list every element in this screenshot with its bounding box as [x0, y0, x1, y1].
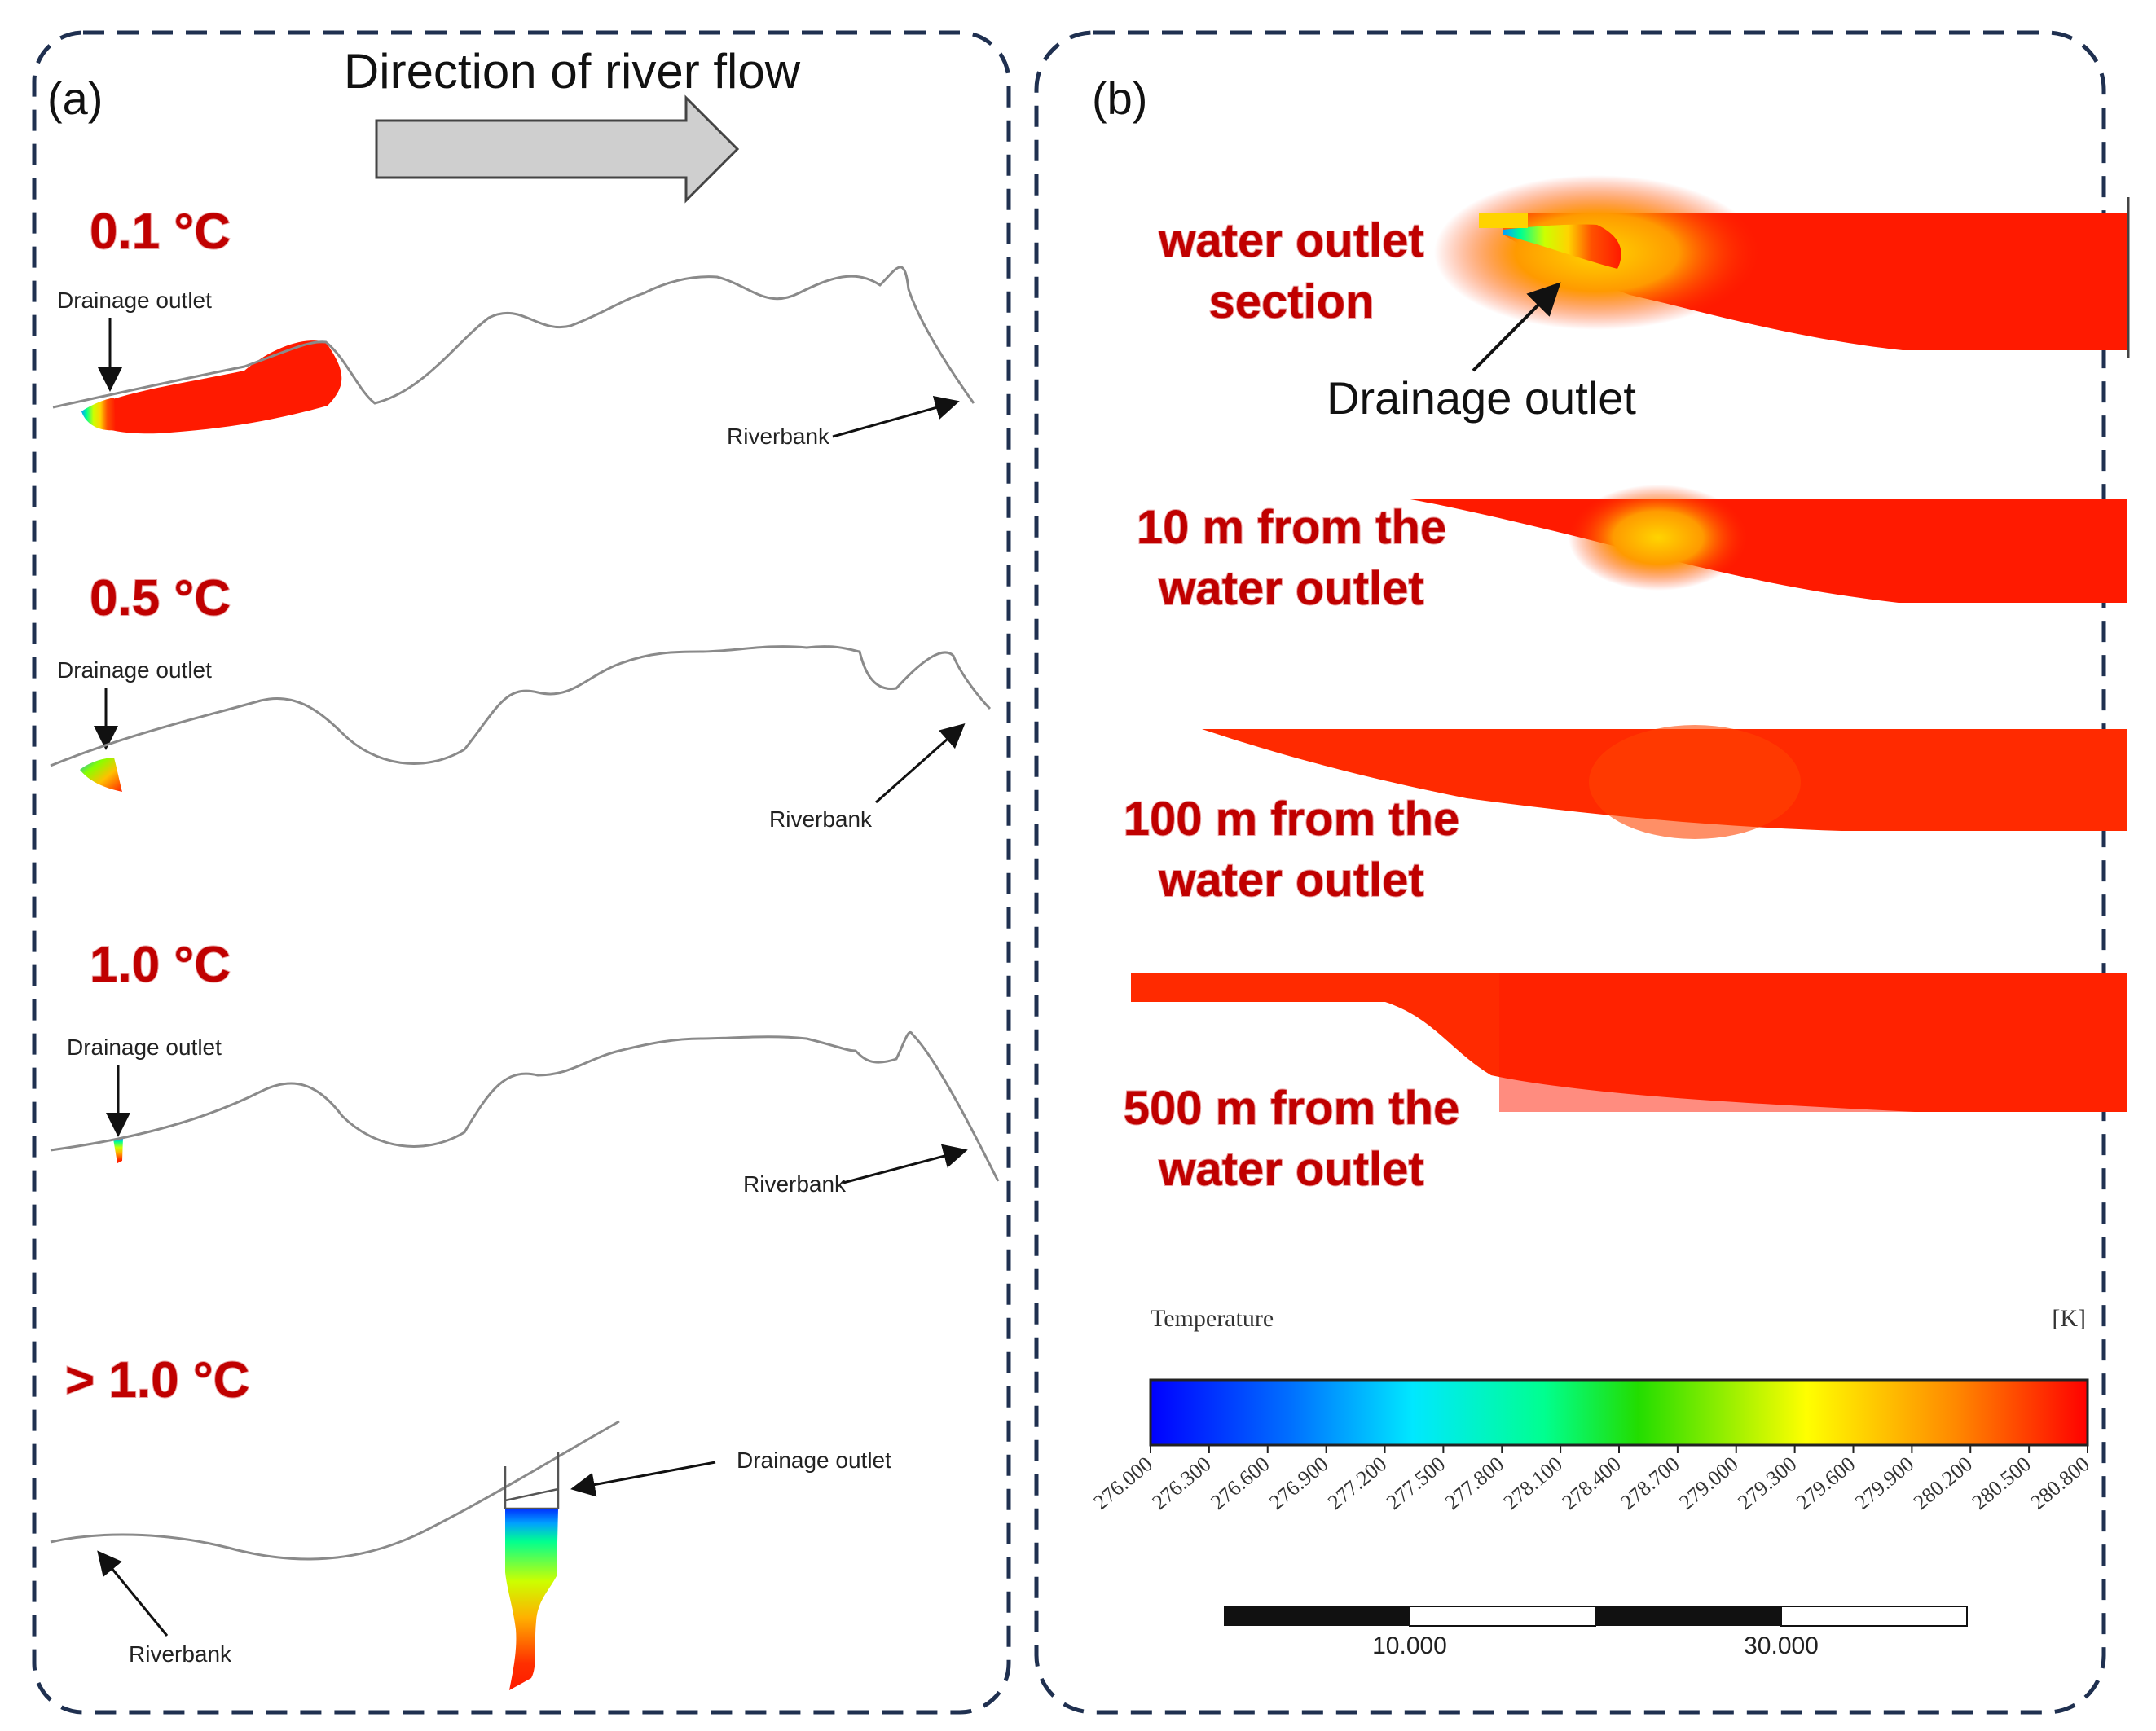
legend-tick-label: 276.300 — [1147, 1452, 1215, 1514]
outlet-arrow-s4 — [570, 1461, 716, 1497]
temp-label-0-5: 0.5 °C — [90, 570, 231, 626]
legend-tick-label: 279.900 — [1850, 1452, 1918, 1514]
outlet-channel-s4 — [504, 1452, 560, 1510]
drainage-outlet-label-s1: Drainage outlet — [57, 288, 212, 313]
legend-tick-label: 277.500 — [1382, 1452, 1450, 1514]
drainage-outlet-label-s3: Drainage outlet — [67, 1035, 222, 1060]
legend-tick-label: 276.600 — [1206, 1452, 1274, 1514]
riverbank-label-s4: Riverbank — [129, 1641, 232, 1667]
legend-tick-label: 278.400 — [1557, 1452, 1625, 1514]
section4-warmer-band — [1499, 973, 2127, 1112]
plume-s1-outlet — [81, 398, 116, 431]
legend-ticks: 276.000276.300276.600276.900277.200277.5… — [1089, 1445, 2094, 1514]
drainage-outlet-label-s2: Drainage outlet — [57, 657, 212, 683]
plume-s4 — [505, 1509, 558, 1690]
scale-seg-1 — [1224, 1606, 1410, 1626]
legend-tick-label: 277.800 — [1441, 1452, 1508, 1514]
legend-tick-label: 279.000 — [1674, 1452, 1742, 1514]
legend-tick-label: 280.500 — [1968, 1452, 2035, 1514]
section4-label-line1: 500 m from the — [1124, 1082, 1460, 1135]
riverbank-arrow-s3 — [843, 1144, 968, 1184]
riverbank-outline-s1 — [52, 266, 975, 409]
section2-field — [1406, 499, 2127, 603]
riverbank-outline-s3 — [50, 1031, 1000, 1182]
section-10m: 10 m from the water outlet — [1136, 485, 2127, 616]
legend-tick-label: 280.200 — [1909, 1452, 1977, 1514]
legend-tick-label: 278.100 — [1499, 1452, 1567, 1514]
scale-label-1: 10.000 — [1372, 1632, 1447, 1659]
temp-label-0-1: 0.1 °C — [90, 204, 231, 260]
riverbank-label-s3: Riverbank — [743, 1171, 847, 1197]
riverbank-arrow-s2 — [875, 723, 966, 804]
legend-tick-label: 280.800 — [2026, 1452, 2093, 1514]
temperature-legend: Temperature [K] 276.000276.300276.600276… — [1089, 1305, 2093, 1514]
scale-bar: 10.000 30.000 — [1224, 1606, 1968, 1659]
scenario-0-5c: 0.5 °C Drainage outlet Riverbank — [50, 569, 992, 832]
scale-seg-2 — [1409, 1606, 1596, 1627]
scenario-0-1c: 0.1 °C Drainage outlet Riverbank — [52, 203, 975, 449]
section4-label-line2: water outlet — [1158, 1143, 1424, 1196]
section2-label-line1: 10 m from the — [1137, 501, 1446, 554]
drainage-outlet-label-s4: Drainage outlet — [737, 1448, 891, 1473]
legend-tick-label: 279.300 — [1733, 1452, 1801, 1514]
flow-direction-arrow — [375, 94, 740, 204]
plume-s1 — [81, 340, 342, 434]
section1-cold-core — [1503, 224, 1621, 269]
temp-label-1-0: 1.0 °C — [90, 937, 231, 993]
section1-label-line2: section — [1208, 275, 1374, 328]
legend-tick-label: 276.000 — [1089, 1452, 1156, 1514]
section1-top-strip — [1479, 213, 1528, 228]
temp-label-gt-1-0: > 1.0 °C — [65, 1352, 249, 1408]
section3-warm-zone — [1589, 725, 1801, 839]
legend-tick-label: 278.700 — [1616, 1452, 1683, 1514]
section3-label-line1: 100 m from the — [1124, 793, 1460, 846]
plume-s3 — [113, 1137, 123, 1163]
panel-b-frame — [1034, 30, 2106, 1715]
panel-a-label: (a) — [47, 72, 103, 124]
section2-warm-zone — [1569, 485, 1748, 591]
section3-label-line2: water outlet — [1158, 854, 1424, 907]
section-100m: 100 m from the water outlet — [1123, 725, 2127, 907]
legend-title: Temperature — [1151, 1305, 1274, 1332]
scenario-1-0c: 1.0 °C Drainage outlet Riverbank — [50, 936, 1000, 1197]
legend-unit: [K] — [2052, 1305, 2086, 1332]
riverbank-outline-s2 — [50, 645, 992, 767]
riverbank-arrow-s4 — [97, 1550, 169, 1637]
legend-tick-label: 276.900 — [1265, 1452, 1332, 1514]
legend-tick-label: 277.200 — [1323, 1452, 1391, 1514]
panel-b-outlet-arrow — [1472, 282, 1561, 372]
legend-colorbar — [1149, 1378, 2089, 1447]
panel-b-label: (b) — [1092, 72, 1147, 124]
riverbank-label-s1: Riverbank — [727, 424, 830, 449]
plume-s2 — [80, 758, 122, 792]
panel-a-frame — [32, 30, 1011, 1715]
riverbank-arrow-s1 — [832, 396, 960, 438]
riverbank-outline-s4 — [50, 1420, 620, 1561]
section2-label-line2: water outlet — [1158, 562, 1424, 615]
section-500m: 500 m from the water outlet — [1123, 973, 2127, 1197]
scale-seg-3 — [1595, 1606, 1781, 1626]
section-water-outlet: water outlet section Drainage outlet — [1157, 175, 2130, 424]
panel-b-drainage-outlet-label: Drainage outlet — [1327, 372, 1636, 424]
flow-direction-title: Direction of river flow — [344, 44, 801, 99]
scale-seg-4 — [1780, 1606, 1968, 1627]
scenario-gt-1-0c: > 1.0 °C Drainage outlet Riverbank — [50, 1351, 891, 1690]
scale-label-2: 30.000 — [1744, 1632, 1819, 1659]
section1-label-line1: water outlet — [1158, 214, 1424, 267]
legend-tick-label: 279.600 — [1792, 1452, 1859, 1514]
riverbank-label-s2: Riverbank — [769, 806, 873, 832]
